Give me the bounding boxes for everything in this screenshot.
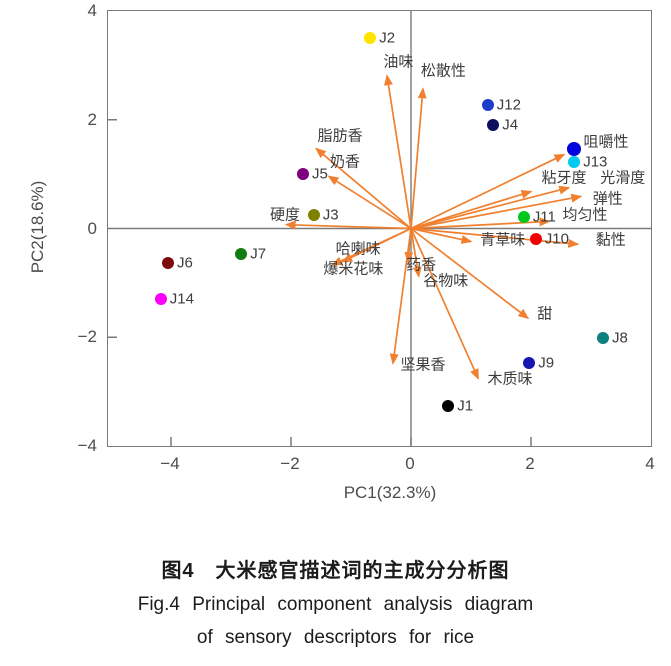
point-j14 <box>154 292 167 305</box>
y-tick-label-4: 4 <box>87 1 97 20</box>
vector-arrow-16 <box>410 185 571 230</box>
vector-arrow-11 <box>410 227 530 320</box>
caption: 图4 大米感官描述词的主成分分析图 Fig.4 Principal compon… <box>0 548 671 649</box>
point-j11 <box>517 210 530 223</box>
vector-arrow-18 <box>410 153 566 230</box>
plot-area: J1 J2 J3 J4 J5 J6 J7 J8 J9 J10 J11 J12 J13 J14 油味 松散性脂… <box>107 10 652 447</box>
caption-zh: 图4 大米感官描述词的主成分分析图 <box>161 560 510 582</box>
vector-label-10: 木质味 <box>487 370 533 388</box>
vector-label-9: 坚果香 <box>400 356 446 374</box>
y-tick-label-2: 2 <box>87 109 97 129</box>
vector-arrow-15 <box>410 193 583 230</box>
x-tick-label-−4: −4 <box>160 454 180 473</box>
loading-vectors <box>284 74 583 380</box>
zero-lines <box>108 11 651 446</box>
caption-en-line1: Fig.4 Principal component analysis diagr… <box>137 594 534 615</box>
vector-label-16: 光滑度 <box>600 169 646 187</box>
vector-label-5: 哈喇味 <box>335 240 381 258</box>
vector-arrow-12 <box>410 227 473 244</box>
point-j3 <box>307 209 320 222</box>
point-label-j3: J3 <box>322 206 339 224</box>
x-tick-label-−2: −2 <box>280 454 300 473</box>
vector-arrow-3 <box>327 175 412 230</box>
point-j2 <box>364 31 377 44</box>
point-j9 <box>523 357 536 370</box>
point-j13 <box>568 155 581 168</box>
point-label-j7: J7 <box>250 245 267 262</box>
vector-label-15: 弹性 <box>592 190 623 208</box>
vector-label-1: 松散性 <box>420 62 466 80</box>
axis-ticks <box>108 119 532 446</box>
point-j7 <box>235 247 248 260</box>
vector-arrow-4 <box>284 220 412 230</box>
vector-arrow-9 <box>389 228 412 365</box>
point-label-j5: J5 <box>312 165 328 183</box>
vector-arrow-0 <box>384 74 412 229</box>
vector-arrow-8 <box>410 228 422 278</box>
point-label-j1: J1 <box>457 397 474 415</box>
point-label-j6: J6 <box>177 254 193 272</box>
point-label-j12: J12 <box>496 96 521 114</box>
x-tick-label-2: 2 <box>525 454 535 473</box>
x-axis-label: PC1(32.3%) <box>343 483 437 502</box>
point-j10 <box>529 233 542 246</box>
point-unlabeled <box>567 141 582 156</box>
vector-label-6: 爆米花味 <box>323 260 384 278</box>
point-j6 <box>162 257 174 270</box>
point-j4 <box>487 118 500 131</box>
vector-label-11: 甜 <box>537 305 553 323</box>
vector-arrow-6 <box>331 227 412 266</box>
vector-label-0: 油味 <box>383 53 414 71</box>
vector-label-14: 均匀性 <box>562 206 608 224</box>
vector-arrow-1 <box>410 87 427 229</box>
vector-label-8: 谷物味 <box>423 272 469 290</box>
point-label-j13: J13 <box>583 153 608 171</box>
vector-label-13: 黏性 <box>595 231 626 249</box>
vector-label-2: 脂肪香 <box>317 127 363 145</box>
y-axis-label: PC2(18.6%) <box>28 180 47 274</box>
point-label-j14: J14 <box>169 290 194 308</box>
point-label-j10: J10 <box>544 230 569 248</box>
vector-arrow-17 <box>410 190 533 230</box>
x-tick-label-4: 4 <box>645 454 655 473</box>
vector-arrow-10 <box>410 228 479 380</box>
caption-en-line2: of sensory descriptors for rice <box>196 627 475 648</box>
vector-arrow-13 <box>410 227 580 248</box>
point-label-j9: J9 <box>538 354 555 372</box>
vector-label-17: 粘牙度 <box>541 169 587 187</box>
vector-label-4: 硬度 <box>269 206 301 224</box>
vector-label-18: 咀嚼性 <box>583 133 629 150</box>
point-label-j4: J4 <box>502 116 519 134</box>
y-tick-label-0: 0 <box>87 218 97 238</box>
vector-arrow-2 <box>315 147 412 230</box>
point-j8 <box>597 332 609 345</box>
point-label-j11: J11 <box>532 208 556 226</box>
point-label-j2: J2 <box>379 29 396 47</box>
y-tick-label-−4: −4 <box>77 436 97 455</box>
point-j12 <box>481 98 494 111</box>
point-j5 <box>297 167 309 180</box>
chart-svg <box>108 11 651 446</box>
x-tick-label-0: 0 <box>405 454 415 473</box>
vector-label-3: 奶香 <box>329 153 361 171</box>
vector-label-12: 青草味 <box>480 231 526 249</box>
point-j1 <box>442 400 455 413</box>
y-tick-label-−2: −2 <box>77 327 97 347</box>
point-label-j8: J8 <box>612 329 628 347</box>
vector-label-7: 药香 <box>406 256 437 274</box>
vector-arrow-14 <box>410 217 551 230</box>
